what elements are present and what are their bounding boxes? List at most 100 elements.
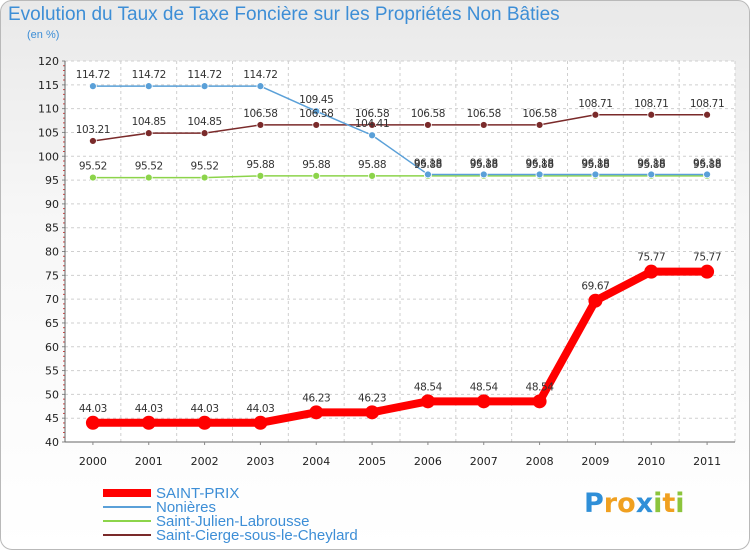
series-line: [92, 85, 708, 176]
legend: SAINT-PRIXNonièresSaint-Julien-Labrousse…: [103, 485, 358, 544]
data-label: 114.72: [132, 69, 166, 81]
x-tick-label: 2011: [693, 455, 721, 468]
data-label: 96.18: [414, 157, 442, 169]
chart-title: Evolution du Taux de Taxe Foncière sur l…: [8, 4, 560, 25]
data-point: [368, 121, 376, 129]
data-point: [144, 129, 153, 138]
data-point: [365, 405, 380, 420]
data-point: [479, 121, 488, 129]
data-label: 96.18: [526, 157, 554, 169]
data-label: 95.88: [414, 159, 442, 171]
x-tick-label: 2006: [414, 455, 442, 468]
data-label: 106.58: [299, 108, 333, 120]
data-point: [312, 171, 321, 180]
data-label: 46.23: [302, 392, 330, 404]
data-label: 114.72: [243, 69, 277, 81]
logo-letter: o: [617, 488, 636, 519]
data-label: 95.88: [302, 159, 330, 171]
logo-letter: t: [662, 488, 676, 519]
y-tick-label: 100: [38, 150, 59, 163]
x-tick-label: 2002: [191, 455, 219, 468]
y-tick-label: 115: [38, 79, 59, 92]
y-tick-label: 95: [45, 174, 59, 187]
data-point: [89, 137, 97, 145]
data-label: 103.21: [76, 124, 110, 136]
data-label: 44.03: [79, 403, 107, 415]
y-tick-label: 60: [45, 341, 59, 354]
data-point: [424, 121, 432, 129]
data-label: 114.72: [187, 69, 221, 81]
y-tick-label: 110: [38, 103, 59, 116]
data-label: 75.77: [637, 252, 665, 264]
series-line: [92, 175, 708, 179]
data-label: 108.71: [690, 98, 724, 110]
logo-letter: r: [603, 488, 618, 519]
x-tick-label: 2003: [246, 455, 274, 468]
y-tick-label: 50: [45, 388, 59, 401]
series-saint-prix: [85, 264, 715, 430]
legend-label: Nonières: [156, 499, 216, 516]
data-point: [591, 170, 600, 179]
data-label: 48.54: [526, 381, 555, 393]
series-saint-cierge-sous-le-cheylard: [89, 110, 711, 145]
y-tick-label: 55: [45, 365, 59, 378]
data-point: [479, 170, 488, 179]
data-label: 44.03: [191, 403, 219, 415]
data-point: [256, 82, 265, 91]
data-label: 106.58: [411, 108, 445, 120]
y-tick-label: 80: [45, 246, 59, 259]
data-point: [647, 110, 656, 119]
data-point: [532, 394, 547, 409]
data-label: 95.88: [526, 159, 554, 171]
data-point: [200, 173, 209, 182]
x-tick-label: 2009: [581, 455, 609, 468]
series-line: [92, 114, 708, 142]
y-tick-label: 65: [45, 317, 59, 330]
data-point: [144, 173, 153, 182]
data-point: [312, 107, 321, 116]
data-label: 95.88: [637, 159, 665, 171]
data-label: 95.52: [135, 161, 163, 173]
data-label: 108.71: [578, 98, 612, 110]
data-label: 108.71: [634, 98, 668, 110]
data-point: [476, 394, 491, 409]
data-label: 48.54: [414, 381, 443, 393]
proxiti-logo: Proxiti: [584, 488, 685, 519]
data-point: [703, 170, 711, 179]
data-label: 95.88: [246, 159, 274, 171]
data-label: 44.03: [135, 403, 163, 415]
series-noni-res: [89, 82, 711, 179]
x-tick-label: 2010: [637, 455, 665, 468]
legend-label: Saint-Julien-Labrousse: [156, 513, 309, 530]
data-point: [368, 131, 376, 140]
data-point: [141, 415, 156, 430]
chart-subtitle: (en %): [27, 29, 60, 41]
data-point: [368, 171, 376, 180]
x-tick-label: 2000: [79, 455, 107, 468]
data-point: [256, 121, 265, 129]
data-point: [89, 173, 97, 182]
data-label: 48.54: [470, 381, 499, 393]
data-label: 114.72: [76, 69, 110, 81]
logo-letter: x: [635, 488, 654, 519]
legend-item: SAINT-PRIX: [103, 485, 239, 502]
data-label: 95.88: [358, 159, 386, 171]
data-point: [420, 394, 435, 409]
x-tick-label: 2005: [358, 455, 386, 468]
data-point: [197, 415, 212, 430]
data-point: [535, 170, 544, 179]
data-point: [591, 110, 600, 119]
data-label: 95.52: [191, 161, 219, 173]
y-tick-label: 105: [38, 126, 59, 139]
data-label: 104.85: [132, 116, 166, 128]
x-tick-label: 2001: [135, 455, 163, 468]
y-tick-label: 90: [45, 198, 59, 211]
x-tick-label: 2008: [526, 455, 554, 468]
data-label: 44.03: [246, 403, 274, 415]
y-tick-label: 85: [45, 222, 59, 235]
data-label: 104.41: [355, 118, 389, 130]
y-tick-label: 40: [45, 436, 59, 449]
data-point: [588, 293, 603, 308]
